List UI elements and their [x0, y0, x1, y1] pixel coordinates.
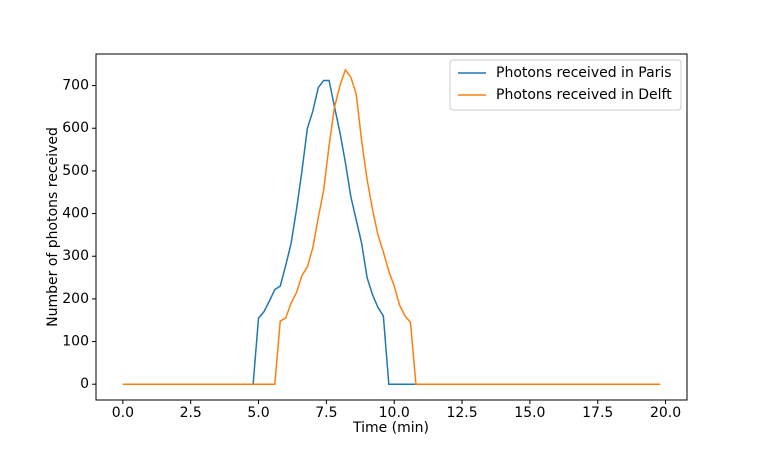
x-tick-label: 10.0 — [379, 405, 410, 421]
x-tick-label: 7.5 — [315, 405, 337, 421]
x-tick-label: 20.0 — [650, 405, 681, 421]
data-line — [122, 79, 661, 385]
x-tick-label: 5.0 — [247, 405, 269, 421]
y-tick-label: 500 — [62, 163, 89, 179]
data-line — [122, 68, 661, 385]
x-tick-label: 2.5 — [180, 405, 202, 421]
y-tick-label: 700 — [62, 78, 89, 94]
y-tick-label: 200 — [62, 291, 89, 307]
legend-box — [449, 59, 682, 111]
y-axis-label: Number of photons received — [45, 127, 61, 327]
y-tick-label: 600 — [62, 120, 89, 136]
x-tick-label: 0.0 — [112, 405, 134, 421]
legend-label: Photons received in Delft — [496, 87, 672, 103]
x-tick-label: 12.5 — [446, 405, 477, 421]
plot-frame — [95, 53, 688, 401]
y-tick-label: 400 — [62, 206, 89, 222]
legend-label: Photons received in Paris — [496, 65, 672, 81]
x-axis-label: Time (min) — [352, 420, 429, 436]
y-tick-label: 100 — [62, 334, 89, 350]
x-tick-label: 17.5 — [582, 405, 613, 421]
y-tick-label: 0 — [80, 376, 89, 392]
y-tick-label: 300 — [62, 248, 89, 264]
x-tick-label: 15.0 — [514, 405, 545, 421]
